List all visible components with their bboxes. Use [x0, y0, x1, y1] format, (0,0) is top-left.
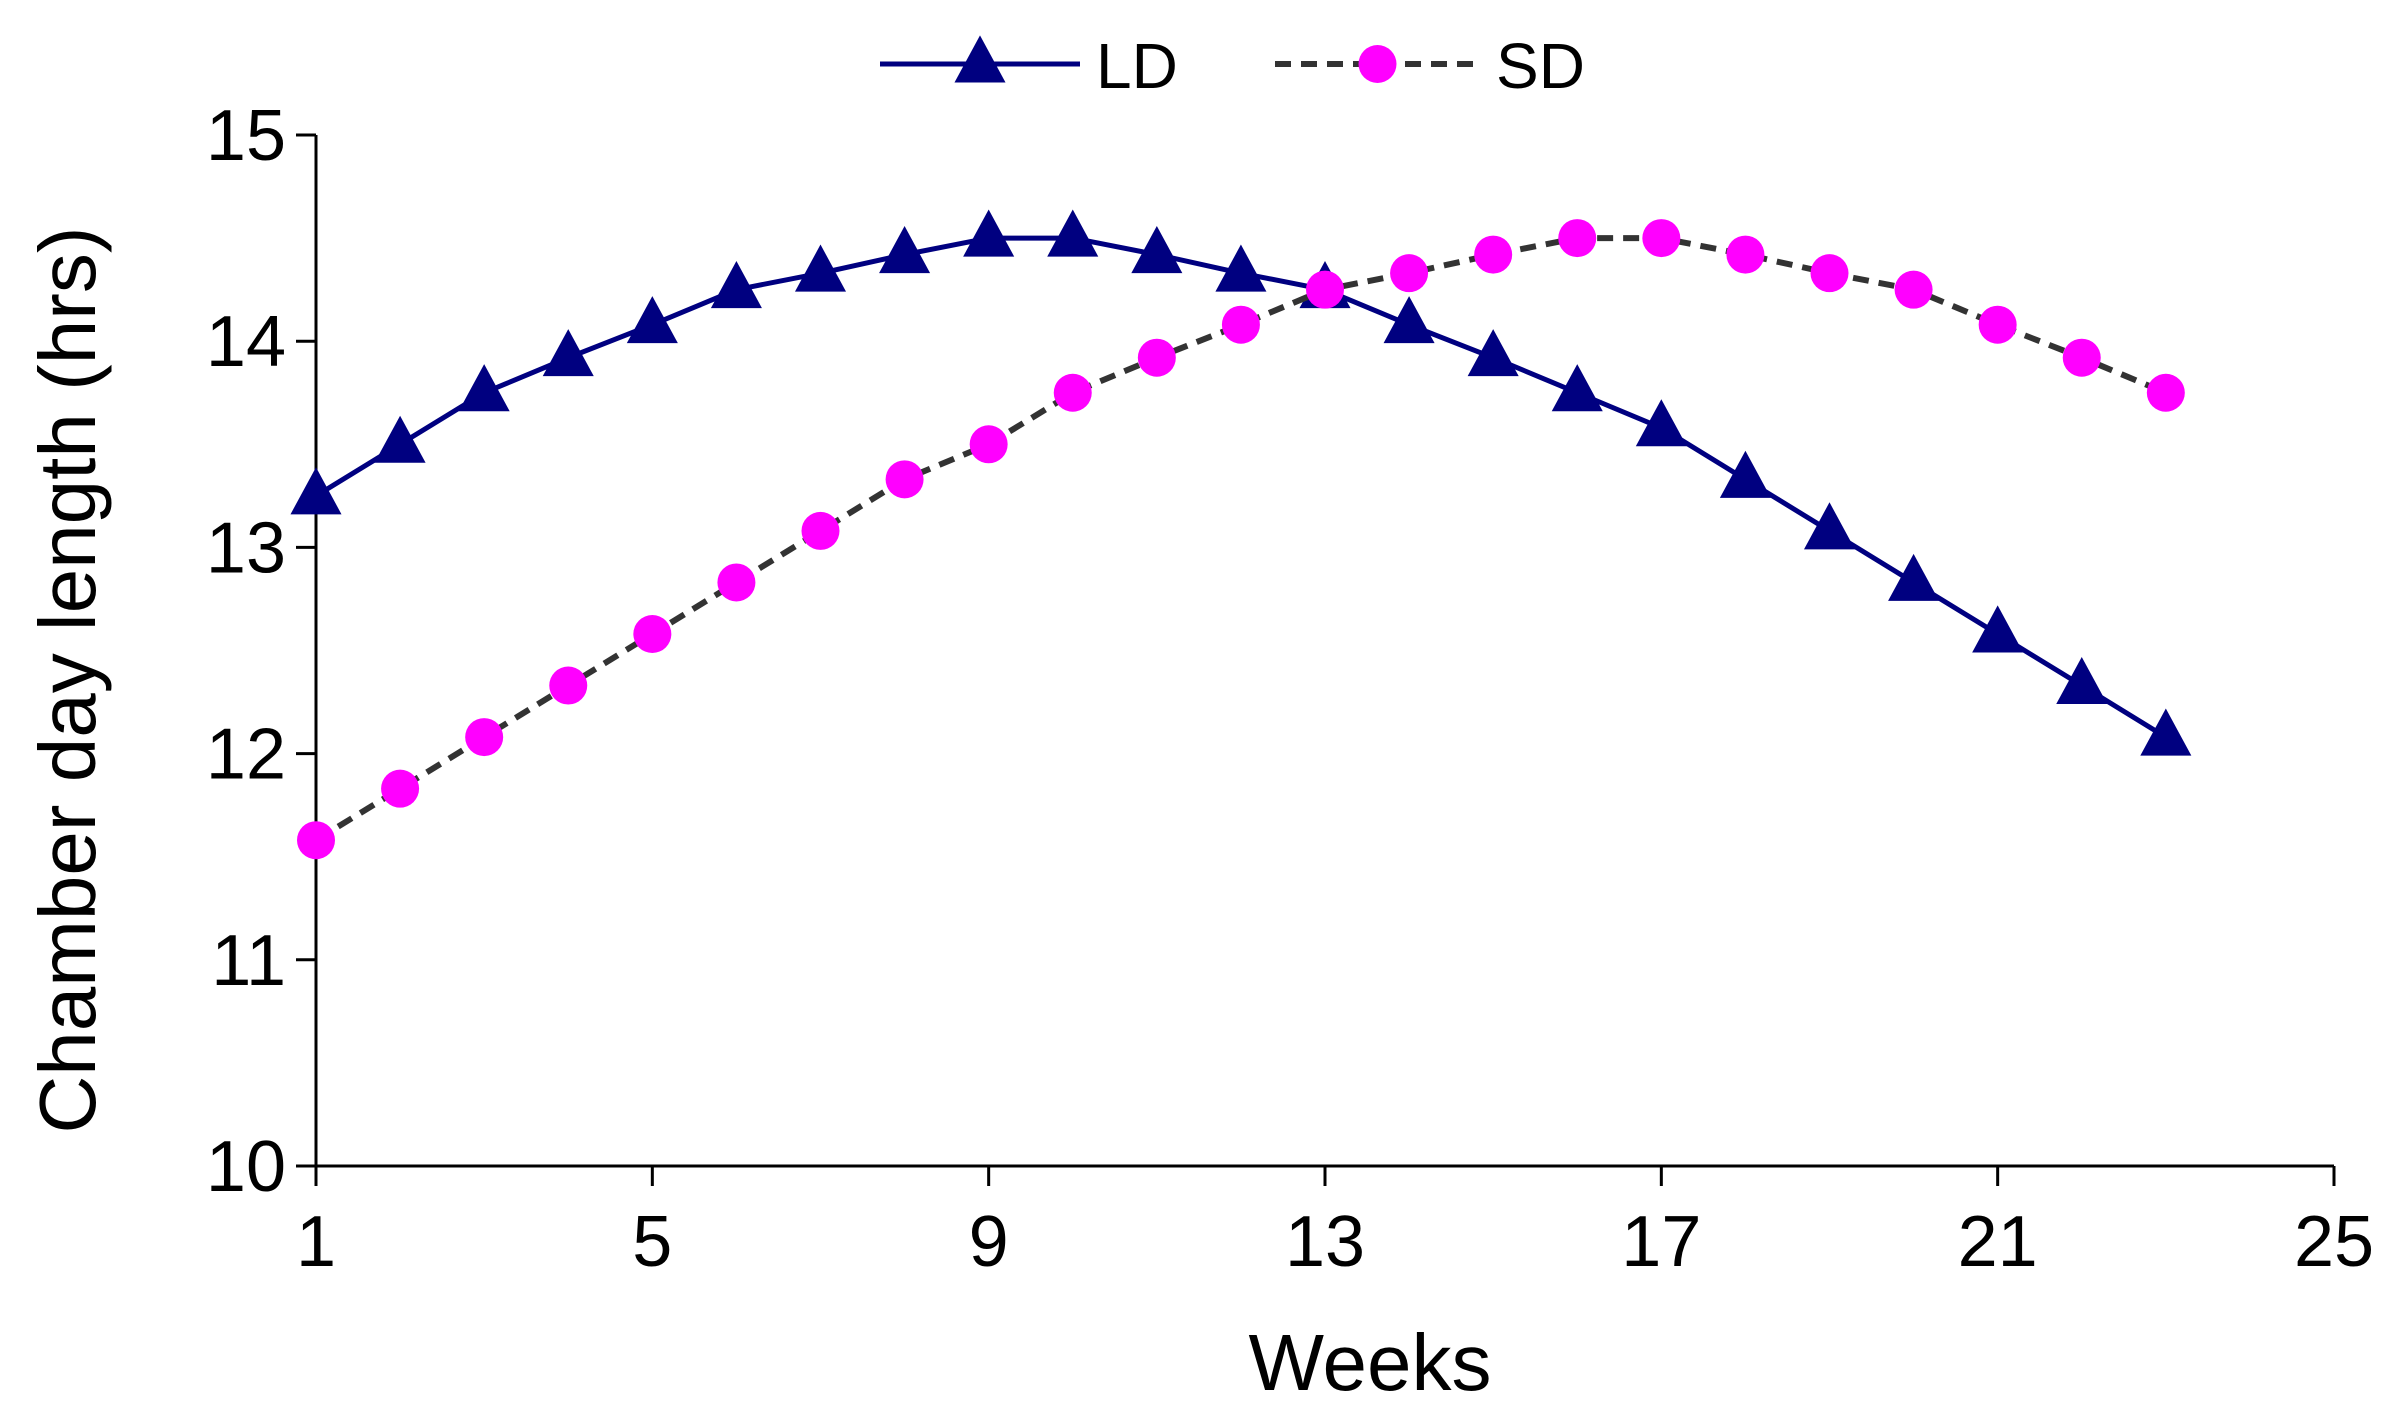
data-point-ld	[1888, 553, 1940, 601]
x-axis-title: Weeks	[1248, 1318, 1491, 1407]
data-point-ld	[2056, 656, 2108, 705]
data-point-sd	[2062, 338, 2101, 377]
data-point-sd	[1390, 254, 1429, 293]
data-point-sd	[1894, 270, 1933, 309]
data-point-sd	[1726, 235, 1765, 274]
data-point-sd	[1221, 305, 1260, 344]
series-layer	[290, 209, 2192, 860]
data-point-ld	[1803, 502, 1856, 550]
data-point-sd	[1306, 270, 1344, 309]
data-point-ld	[1215, 244, 1267, 292]
data-point-sd	[1810, 254, 1849, 293]
data-point-sd	[633, 615, 672, 654]
series-sd	[297, 219, 2185, 860]
x-tick-label: 17	[1621, 1202, 1701, 1282]
data-point-ld	[1719, 450, 1771, 498]
series-line-sd	[314, 235, 2167, 843]
x-tick-label: 13	[1285, 1202, 1365, 1282]
data-point-ld	[1131, 225, 1183, 274]
y-tick-label: 13	[206, 508, 286, 588]
y-tick-label: 12	[206, 715, 286, 795]
data-point-sd	[297, 821, 335, 860]
y-tick-label: 11	[211, 921, 286, 1001]
data-point-ld	[963, 209, 1015, 257]
data-point-sd	[381, 769, 420, 808]
x-tick-label: 9	[969, 1202, 1009, 1282]
y-tick-label: 15	[206, 96, 286, 176]
data-point-ld	[626, 296, 678, 344]
data-point-ld	[1467, 329, 1519, 377]
data-point-sd	[969, 425, 1008, 464]
data-point-ld	[290, 467, 342, 515]
data-point-ld	[1383, 296, 1435, 344]
data-point-sd	[549, 666, 588, 705]
data-point-ld	[794, 244, 847, 292]
data-point-sd	[801, 511, 840, 550]
legend-marker-ld	[954, 35, 1006, 83]
y-tick-label: 14	[206, 302, 286, 382]
data-point-sd	[1558, 219, 1597, 258]
x-tick-label: 25	[2294, 1202, 2374, 1282]
legend-marker-sd	[1358, 45, 1397, 83]
legend: LD SD	[880, 30, 1585, 102]
data-point-ld	[1551, 364, 1603, 412]
x-tick-label: 1	[296, 1202, 336, 1282]
data-point-sd	[2146, 373, 2185, 412]
y-tick-label: 10	[206, 1127, 286, 1207]
data-point-ld	[710, 261, 762, 309]
data-point-ld	[1635, 399, 1687, 447]
data-point-sd	[717, 563, 756, 602]
data-point-sd	[1474, 235, 1513, 274]
x-tick-label: 21	[1958, 1202, 2038, 1282]
data-point-sd	[885, 460, 924, 499]
data-point-ld	[374, 415, 426, 463]
data-point-sd	[465, 718, 504, 757]
data-point-sd	[1053, 373, 1092, 412]
legend-label-ld: LD	[1096, 30, 1178, 102]
data-point-ld	[542, 329, 594, 377]
data-point-ld	[458, 364, 510, 412]
x-tick-label: 5	[632, 1202, 672, 1282]
data-point-ld	[2140, 708, 2192, 756]
y-axis-title: Chamber day length (hrs)	[23, 226, 112, 1133]
data-point-sd	[1978, 305, 2017, 344]
data-point-ld	[879, 225, 931, 274]
legend-label-sd: SD	[1496, 30, 1585, 102]
data-point-sd	[1642, 219, 1681, 258]
data-point-ld	[1972, 605, 2024, 653]
data-point-sd	[1137, 338, 1176, 377]
data-point-ld	[1047, 209, 1099, 257]
